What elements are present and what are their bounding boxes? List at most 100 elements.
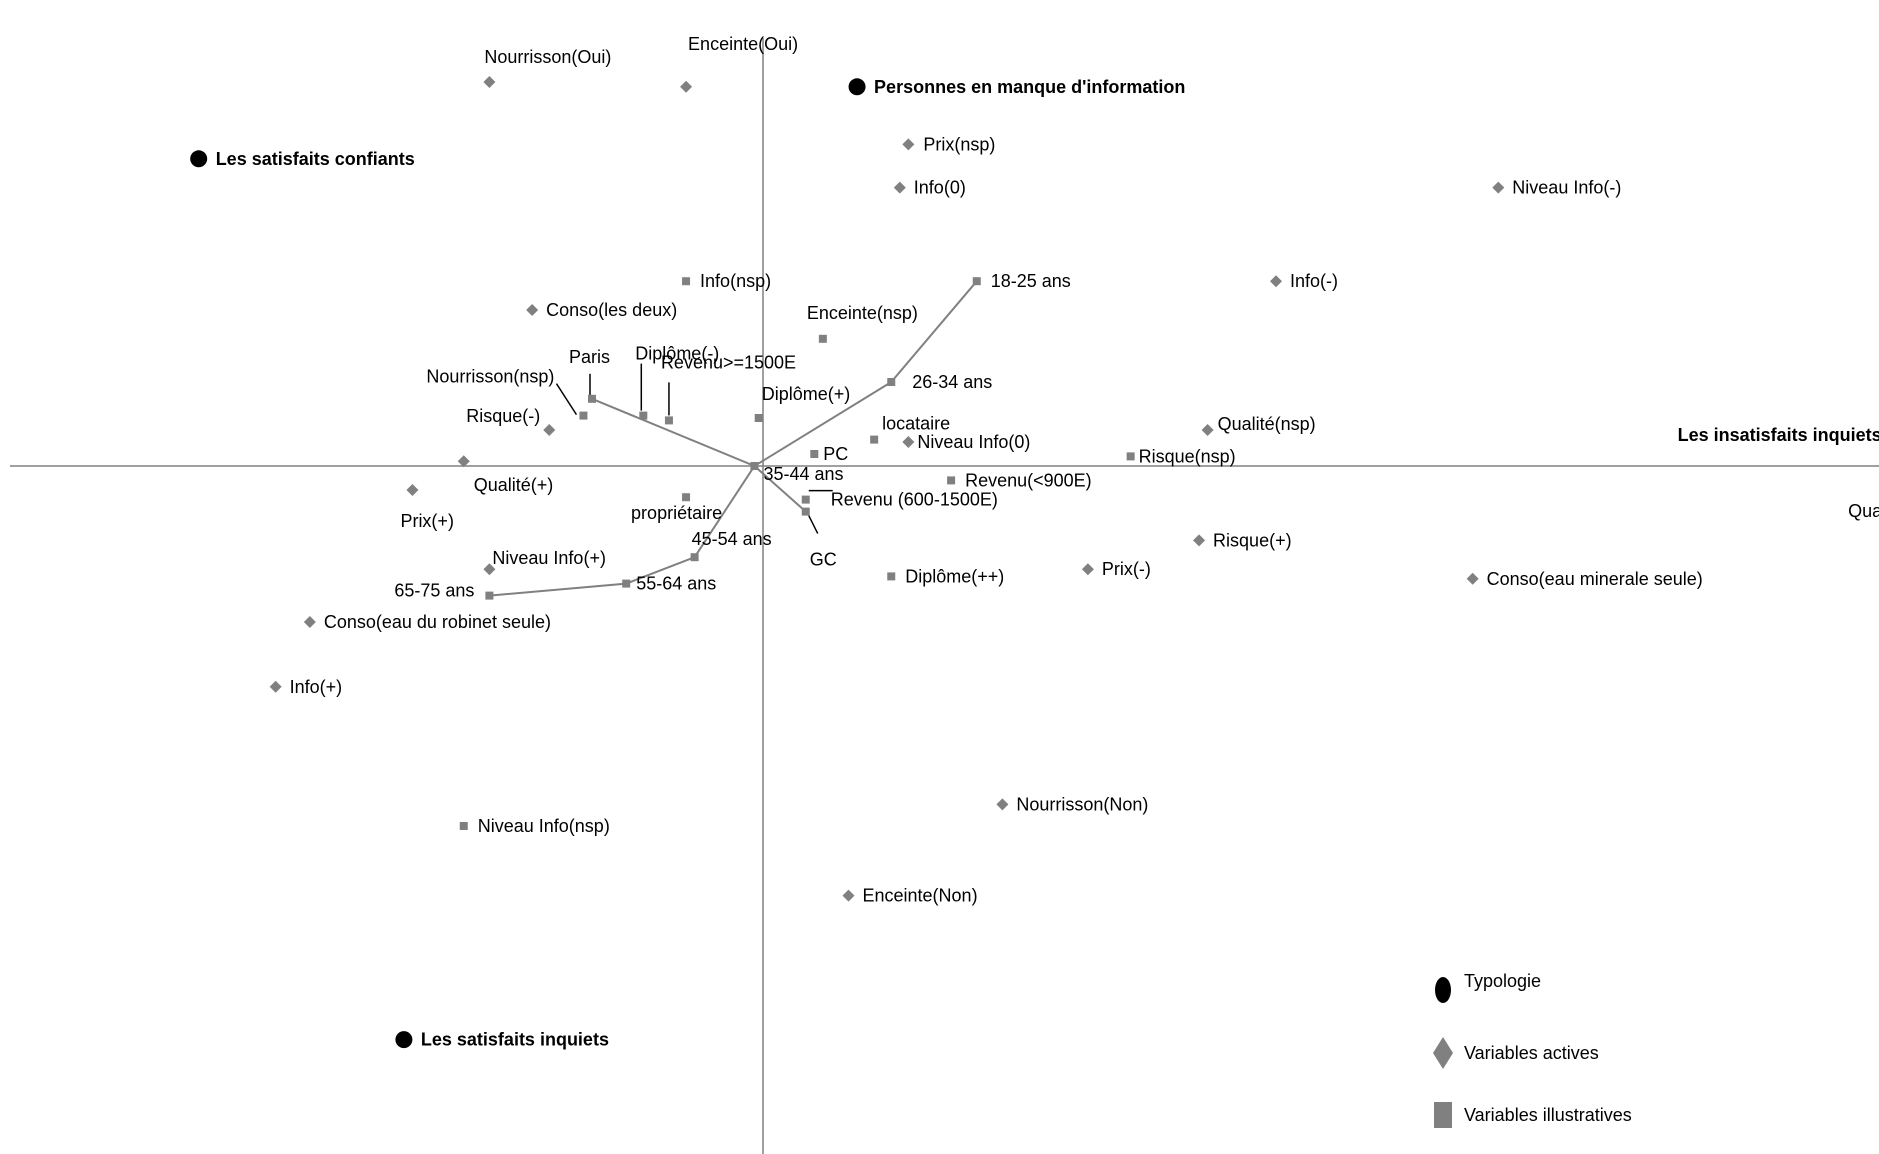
label-info-0: Info(0)	[914, 178, 966, 198]
square-marker-diplome	[754, 414, 763, 422]
legend-circle-icon	[1435, 977, 1451, 1003]
circle-marker-personnes-en-manque-d-information	[848, 78, 866, 96]
square-marker-revenu-900e	[947, 476, 956, 485]
diamond-marker-info	[1270, 275, 1282, 288]
square-marker-risque-nsp	[1126, 452, 1135, 461]
square-marker-revenu-1500e	[664, 416, 673, 425]
label-enceinte-nsp: Enceinte(nsp)	[807, 303, 918, 323]
label-niveau-info-nsp: Niveau Info(nsp)	[478, 816, 610, 836]
label-paris: Paris	[569, 347, 610, 367]
square-marker-info-nsp	[682, 277, 691, 286]
label-pc: PC	[823, 444, 848, 464]
square-marker-gc	[801, 507, 810, 516]
square-marker-26-34-ans	[887, 378, 896, 386]
label-enceinte-oui: Enceinte(Oui)	[688, 34, 798, 54]
circle-marker-les-satisfaits-confiants	[190, 150, 208, 168]
data-points: Nourrisson(Oui) Enceinte(Oui) Prix(nsp) Inf…	[190, 34, 1879, 1050]
leader-nourrisson-nsp	[555, 383, 578, 416]
diamond-marker-niveau-info	[483, 563, 496, 576]
label-niveau-info-0: Niveau Info(0)	[917, 432, 1030, 452]
label-risque: Risque(-)	[466, 406, 540, 426]
square-marker-niveau-info-nsp	[459, 822, 468, 830]
label-diplome: Diplôme(-)	[635, 344, 719, 364]
label-nourrisson-non: Nourrisson(Non)	[1016, 794, 1148, 814]
square-marker-55-64-ans	[622, 579, 631, 588]
legend-square-icon	[1434, 1102, 1452, 1128]
label-gc: GC	[810, 550, 837, 570]
diamond-marker-conso-eau-du-robinet-seule	[303, 616, 316, 628]
label-les-satisfaits-inquiets: Les satisfaits inquiets	[421, 1030, 609, 1050]
circle-marker-les-satisfaits-inquiets	[395, 1031, 413, 1049]
label-18-25-ans: 18-25 ans	[991, 271, 1071, 291]
label-locataire: locataire	[882, 414, 950, 434]
diamond-marker-qualite	[457, 455, 470, 468]
diamond-marker-prix-nsp	[902, 138, 915, 151]
square-marker-revenu-600-1500e	[801, 495, 810, 504]
label-diplome: Diplôme(++)	[905, 566, 1004, 586]
label-niveau-info: Niveau Info(+)	[492, 548, 606, 568]
diamond-marker-info-0	[893, 181, 906, 194]
legend-label-typologie: Typologie	[1464, 971, 1541, 991]
label-risque-nsp: Risque(nsp)	[1139, 446, 1236, 466]
label-conso-eau-du-robinet-seule: Conso(eau du robinet seule)	[324, 612, 551, 632]
diamond-marker-enceinte-non	[842, 889, 855, 902]
label-prix: Prix(-)	[1102, 559, 1151, 579]
label-proprietaire: propriétaire	[631, 503, 722, 523]
label-45-54-ans: 45-54 ans	[692, 529, 772, 549]
label-risque: Risque(+)	[1213, 530, 1292, 550]
square-marker-nourrisson-nsp	[579, 411, 588, 420]
diamond-marker-nourrisson-non	[996, 798, 1009, 811]
trajectory-age	[489, 280, 978, 597]
label-26-34-ans: 26-34 ans	[912, 372, 992, 392]
square-marker-proprietaire	[682, 493, 691, 502]
square-marker-65-75-ans	[485, 591, 494, 600]
label-conso-eau-minerale-seule: Conso(eau minerale seule)	[1487, 569, 1703, 589]
label-info: Info(-)	[1290, 271, 1338, 291]
square-marker-pc	[810, 450, 819, 458]
label-diplome: Diplôme(+)	[762, 384, 851, 404]
label-conso-les-deux: Conso(les deux)	[546, 300, 677, 320]
diamond-marker-nourrisson-oui	[483, 76, 496, 88]
square-marker-diplome	[887, 572, 896, 581]
square-marker-enceinte-nsp	[818, 334, 827, 343]
square-marker-18-25-ans	[972, 277, 981, 286]
diamond-marker-enceinte-oui	[680, 80, 693, 93]
diamond-marker-risque	[1193, 534, 1206, 547]
diamond-marker-conso-les-deux	[526, 304, 539, 316]
label-les-satisfaits-confiants: Les satisfaits confiants	[216, 149, 415, 169]
diamond-marker-risque	[543, 424, 556, 436]
label-qualite: Qualité(+)	[474, 475, 554, 495]
label-35-44-ans: 35-44 ans	[763, 464, 843, 484]
label-qualite: Qualité(-)	[1848, 501, 1879, 521]
square-marker-diplome	[639, 411, 648, 420]
label-info-nsp: Info(nsp)	[700, 271, 771, 291]
square-marker-paris	[588, 394, 596, 403]
label-55-64-ans: 55-64 ans	[636, 574, 716, 594]
label-nourrisson-nsp: Nourrisson(nsp)	[426, 367, 554, 387]
legend: Typologie Variables actives Variables illu…	[1433, 971, 1632, 1128]
label-enceinte-non: Enceinte(Non)	[863, 886, 978, 906]
legend-diamond-icon	[1433, 1037, 1453, 1069]
label-prix: Prix(+)	[400, 511, 454, 531]
label-qualite-nsp: Qualité(nsp)	[1218, 414, 1316, 434]
square-marker-35-44-ans	[750, 462, 759, 470]
label-personnes-en-manque-d-information: Personnes en manque d'information	[874, 77, 1185, 97]
label-prix-nsp: Prix(nsp)	[923, 134, 995, 154]
label-niveau-info: Niveau Info(-)	[1512, 178, 1621, 198]
diamond-marker-conso-eau-minerale-seule	[1466, 572, 1479, 585]
label-revenu-600-1500e: Revenu (600-1500E)	[831, 490, 998, 510]
legend-label-variables-actives: Variables actives	[1464, 1043, 1599, 1063]
diamond-marker-niveau-info-0	[902, 436, 915, 448]
diamond-marker-qualite-nsp	[1201, 424, 1214, 436]
diamond-marker-info	[269, 680, 282, 693]
leader-lines	[555, 363, 833, 534]
square-marker-45-54-ans	[690, 553, 699, 562]
leader-gc	[808, 515, 819, 534]
label-les-insatisfaits-inquiets: Les insatisfaits inquiets	[1678, 425, 1879, 445]
label-nourrisson-oui: Nourrisson(Oui)	[484, 47, 611, 67]
legend-label-variables-illustratives: Variables illustratives	[1464, 1105, 1632, 1125]
label-65-75-ans: 65-75 ans	[394, 581, 474, 601]
diamond-marker-prix	[406, 484, 419, 496]
label-revenu-1500e: Revenu>=1500E	[661, 352, 796, 372]
